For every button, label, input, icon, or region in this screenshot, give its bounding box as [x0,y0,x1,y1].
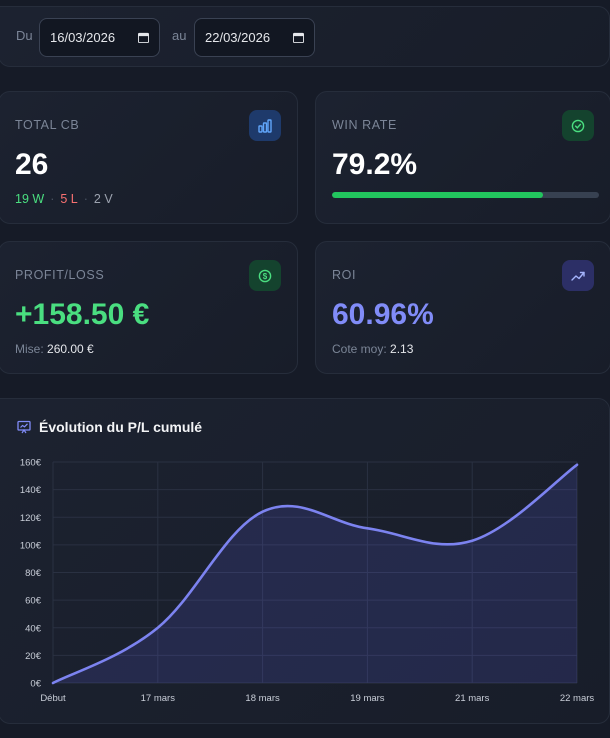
win-rate-value: 79.2% [332,148,418,181]
y-tick-label: 100€ [20,540,42,551]
card-title: WIN RATE [332,118,397,132]
avg-odds-value: 2.13 [390,342,414,356]
profit-loss-value: +158.50 € [15,298,150,331]
x-tick-label: Début [40,693,66,704]
to-label: au [172,28,187,43]
from-date-value: 16/03/2026 [50,30,116,45]
x-tick-label: 18 mars [245,693,280,704]
y-tick-label: 60€ [25,596,42,607]
win-rate-card: WIN RATE 79.2% [315,91,610,224]
x-tick-label: 22 mars [560,693,595,704]
pl-chart-panel: Évolution du P/L cumulé 160€ 140€ 120€ 100€… [0,398,610,724]
wins-count: 19 W [15,192,45,206]
profit-loss-card: PROFIT/LOSS +158.50 € $ Mise: 260.00 € [0,241,298,374]
win-rate-progress [332,192,599,198]
win-rate-progress-fill [332,192,544,198]
check-circle-icon [562,110,594,141]
stake-value: 260.00 € [47,342,94,356]
losses-count: 5 L [60,192,78,206]
to-date-input[interactable]: 22/03/2026 [194,18,315,57]
chart-title: Évolution du P/L cumulé [39,419,203,435]
from-date-input[interactable]: 16/03/2026 [39,18,160,57]
roi-value: 60.96% [332,298,434,331]
dollar-icon: $ [249,260,281,291]
separator: · [83,192,88,206]
card-title: ROI [332,268,357,282]
y-tick-label: 160€ [20,458,42,469]
x-tick-label: 21 mars [455,693,490,704]
stake-line: Mise: 260.00 € [15,342,94,356]
total-cb-card: TOTAL CB 26 19 W · 5 L · 2 V [0,91,298,224]
voids-count: 2 V [93,192,113,206]
total-count: 26 [15,148,49,181]
separator: · [50,192,55,206]
trending-up-icon [562,260,594,291]
pl-series-line [51,463,579,685]
avg-odds-label: Cote moy: [332,342,387,356]
y-tick-label: 120€ [20,513,42,524]
bar-chart-icon [249,110,281,141]
y-tick-label: 80€ [25,568,42,579]
y-tick-label: 20€ [25,651,42,662]
win-loss-summary: 19 W · 5 L · 2 V [15,192,113,206]
svg-text:$: $ [263,272,268,281]
y-tick-label: 140€ [20,485,42,496]
pl-area-fill [53,464,577,683]
pl-area-chart: 160€ 140€ 120€ 100€ 80€ 60€ 40€ 20€ 0€ Début 17 ma… [20,458,595,705]
x-tick-label: 17 mars [141,693,176,704]
date-filter-bar: Du 16/03/2026 au 22/03/2026 [0,6,610,67]
from-label: Du [16,28,33,43]
x-tick-label: 19 mars [350,693,385,704]
roi-card: ROI 60.96% Cote moy: 2.13 [315,241,610,374]
card-title: PROFIT/LOSS [15,268,105,282]
avg-odds-line: Cote moy: 2.13 [332,342,413,356]
y-tick-label: 40€ [25,623,42,634]
card-title: TOTAL CB [15,118,80,132]
y-tick-label: 0€ [30,679,41,690]
presentation-chart-icon [17,420,31,434]
calendar-icon[interactable] [293,32,304,43]
calendar-icon[interactable] [138,32,149,43]
stake-label: Mise: [15,342,44,356]
to-date-value: 22/03/2026 [205,30,271,45]
